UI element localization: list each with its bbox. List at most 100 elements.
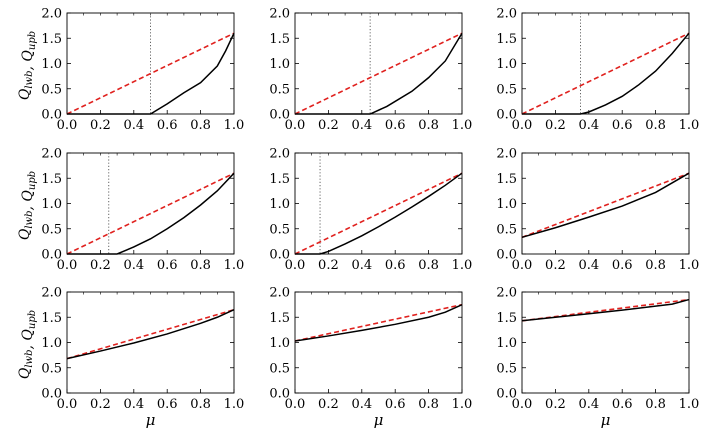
x-tick-label: 0.4 <box>351 258 372 273</box>
y-tick-label: 2.0 <box>41 286 62 301</box>
series-line-lower-bound <box>294 303 463 342</box>
y-axis-label-subscript: upb <box>27 310 38 329</box>
x-tick-label: 1.0 <box>679 258 700 273</box>
series-line-upper-bound <box>66 308 235 360</box>
y-axis-label-part: , <box>20 341 36 350</box>
x-tick-label: 1.0 <box>452 118 473 133</box>
panel-r2c3: 0.0 0.2 0.4 0.6 0.8 1.0 0.0 0.5 1.0 1.5 2.0 <box>496 147 699 274</box>
y-tick-label: 1.0 <box>496 197 517 212</box>
y-tick-label: 0.0 <box>496 387 517 402</box>
y-tick-label: 2.0 <box>496 147 517 162</box>
x-tick-label: 0.6 <box>157 118 178 133</box>
series-line-upper-bound <box>521 172 690 239</box>
x-tick-label: 0.4 <box>123 258 144 273</box>
x-tick-label: 1.0 <box>679 397 700 412</box>
plot-frame <box>66 12 235 115</box>
y-axis-label-part: Q <box>20 50 36 62</box>
y-tick-label: 0.0 <box>269 248 290 263</box>
y-tick-label: 1.0 <box>41 336 62 351</box>
plot-frame <box>66 291 235 394</box>
y-tick-label: 0.5 <box>41 222 62 237</box>
x-axis-label: μ <box>146 411 156 429</box>
y-tick-label: 2.0 <box>41 7 62 22</box>
panel-r3c3: 0.0 0.2 0.4 0.6 0.8 1.0 0.0 0.5 1.0 1.5 2.0 μ <box>496 286 699 430</box>
y-tick-label: 0.0 <box>269 108 290 123</box>
y-tick-label: 1.5 <box>41 172 62 187</box>
y-tick-label: 0.0 <box>41 248 62 263</box>
series-line-upper-bound <box>294 303 463 342</box>
y-axis-label-subscript: upb <box>27 31 38 50</box>
series-line-lower-bound <box>66 308 235 360</box>
series-line-upper-bound <box>66 172 235 255</box>
y-tick-label: 2.0 <box>496 7 517 22</box>
y-tick-label: 1.0 <box>41 197 62 212</box>
y-axis-label: Qlwb, Qupb <box>17 171 38 240</box>
y-tick-label: 0.5 <box>269 82 290 97</box>
series-line-lower-bound <box>295 32 463 115</box>
y-tick-label: 1.5 <box>496 311 517 326</box>
x-tick-label: 0.6 <box>385 258 406 273</box>
y-axis-label-part: Q <box>20 190 36 202</box>
x-tick-label: 0.2 <box>318 118 339 133</box>
y-tick-label: 0.0 <box>496 108 517 123</box>
x-tick-label: 0.6 <box>612 118 633 133</box>
x-tick-label: 0.0 <box>57 118 78 133</box>
x-tick-label: 0.0 <box>57 397 78 412</box>
x-tick-label: 0.8 <box>645 118 666 133</box>
x-tick-label: 0.6 <box>157 397 178 412</box>
y-tick-label: 2.0 <box>269 286 290 301</box>
series-line-lower-bound <box>521 172 690 239</box>
panel-r1c2: 0.0 0.2 0.4 0.6 0.8 1.0 0.0 0.5 1.0 1.5 2.0 <box>269 7 472 134</box>
x-tick-label: 0.8 <box>418 258 439 273</box>
y-axis-label-part: Q <box>17 88 33 100</box>
x-tick-label: 0.6 <box>385 397 406 412</box>
panel-r1c3: 0.0 0.2 0.4 0.6 0.8 1.0 0.0 0.5 1.0 1.5 2.0 <box>496 7 699 134</box>
x-tick-label: 0.8 <box>418 397 439 412</box>
series-line-upper-bound <box>521 32 690 115</box>
y-tick-label: 0.0 <box>269 387 290 402</box>
y-tick-label: 0.5 <box>496 361 517 376</box>
x-tick-label: 0.8 <box>645 397 666 412</box>
y-tick-label: 1.5 <box>269 172 290 187</box>
y-tick-label: 1.5 <box>41 32 62 47</box>
series-line-lower-bound <box>522 32 690 115</box>
y-tick-label: 0.5 <box>269 361 290 376</box>
x-tick-label: 0.2 <box>545 397 566 412</box>
y-axis-label-part: , <box>20 62 36 71</box>
x-tick-label: 0.8 <box>645 258 666 273</box>
y-axis-label-subscript: upb <box>27 171 38 190</box>
x-tick-label: 1.0 <box>452 258 473 273</box>
plot-frame <box>521 12 690 115</box>
plot-frame <box>294 12 463 115</box>
y-tick-label: 1.5 <box>496 32 517 47</box>
y-axis-label-part: , <box>20 202 36 211</box>
y-tick-label: 0.0 <box>41 108 62 123</box>
x-tick-label: 1.0 <box>452 397 473 412</box>
x-tick-label: 0.6 <box>612 258 633 273</box>
x-tick-label: 0.0 <box>512 397 533 412</box>
x-tick-label: 0.8 <box>190 397 211 412</box>
y-axis-label-part: Q <box>17 228 33 240</box>
y-axis-label-part: Q <box>20 329 36 341</box>
x-tick-label: 0.4 <box>351 118 372 133</box>
y-tick-label: 1.5 <box>496 172 517 187</box>
x-tick-label: 0.8 <box>190 118 211 133</box>
x-tick-label: 1.0 <box>679 118 700 133</box>
y-tick-label: 0.0 <box>41 387 62 402</box>
plot-frame <box>294 152 463 255</box>
x-tick-label: 0.8 <box>418 118 439 133</box>
y-tick-label: 1.0 <box>269 57 290 72</box>
x-tick-label: 0.0 <box>512 118 533 133</box>
y-tick-label: 1.0 <box>41 57 62 72</box>
plot-frame <box>521 152 690 255</box>
y-tick-label: 1.0 <box>269 336 290 351</box>
x-tick-label: 0.6 <box>385 118 406 133</box>
x-tick-label: 0.4 <box>351 397 372 412</box>
series-line-lower-bound <box>521 298 690 322</box>
y-tick-label: 1.5 <box>269 32 290 47</box>
y-axis-label-subscript: lwb <box>24 70 35 88</box>
x-tick-label: 0.0 <box>512 258 533 273</box>
